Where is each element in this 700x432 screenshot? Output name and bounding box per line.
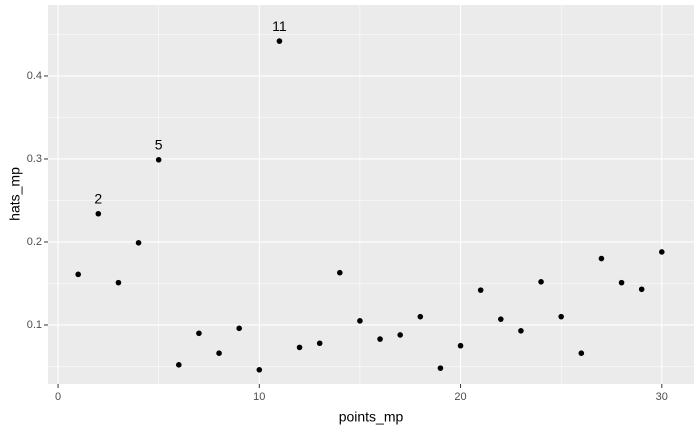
point	[457, 342, 464, 349]
y-axis-title: hats_mp	[7, 167, 23, 221]
point	[236, 325, 242, 332]
point	[135, 240, 142, 246]
point	[377, 336, 383, 342]
point	[618, 279, 625, 286]
point	[578, 350, 585, 357]
point	[598, 255, 605, 262]
point-label: 2	[94, 190, 102, 206]
point	[437, 365, 444, 371]
point	[176, 362, 182, 368]
point	[95, 210, 102, 217]
point	[196, 330, 202, 337]
y-tick-label: 0.2	[27, 236, 42, 248]
point	[115, 279, 122, 286]
y-tick-label: 0.1	[27, 319, 42, 331]
point	[357, 318, 363, 324]
point	[337, 269, 343, 276]
point	[316, 340, 323, 347]
point	[276, 38, 283, 44]
point	[397, 332, 403, 338]
point	[216, 350, 222, 357]
point	[155, 157, 162, 163]
point	[659, 249, 665, 255]
x-tick-label: 30	[656, 391, 668, 403]
x-axis-title: points_mp	[339, 409, 404, 425]
x-tick-label: 0	[55, 391, 61, 403]
point	[638, 286, 645, 293]
point	[75, 271, 81, 278]
x-tick-label: 20	[454, 391, 466, 403]
point-label: 5	[155, 137, 163, 153]
point	[538, 279, 544, 285]
y-tick-label: 0.3	[27, 153, 42, 165]
point	[296, 344, 303, 351]
point	[417, 313, 424, 320]
point-label: 11	[272, 18, 287, 34]
point	[498, 316, 504, 322]
x-tick-label: 10	[253, 391, 265, 403]
point	[256, 367, 263, 373]
point	[558, 313, 564, 320]
point	[518, 327, 524, 334]
point	[477, 287, 484, 293]
y-tick-label: 0.4	[27, 70, 42, 82]
panel	[48, 5, 694, 384]
